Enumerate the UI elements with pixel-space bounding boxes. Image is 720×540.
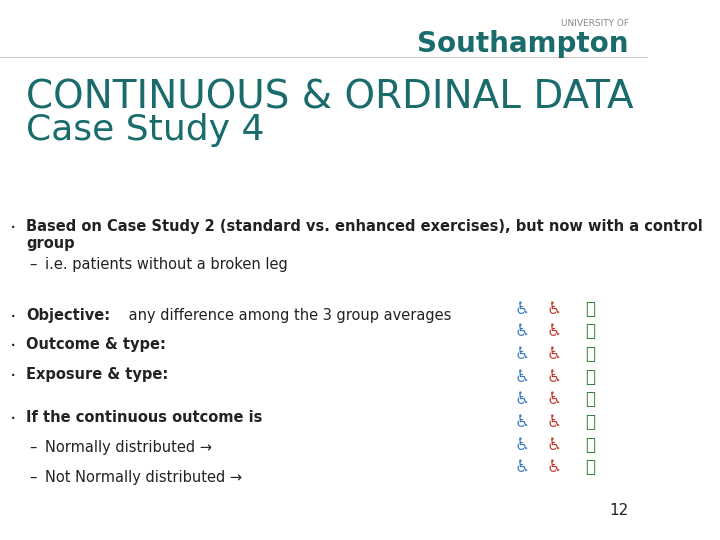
Text: 🚶: 🚶 xyxy=(585,458,595,476)
Text: Normally distributed →: Normally distributed → xyxy=(45,440,212,455)
Text: Case Study 4: Case Study 4 xyxy=(26,113,264,147)
Text: ♿: ♿ xyxy=(514,368,529,386)
Text: Exposure & type:: Exposure & type: xyxy=(26,367,168,382)
Text: 🚶: 🚶 xyxy=(585,436,595,454)
Text: UNIVERSITY OF: UNIVERSITY OF xyxy=(561,19,629,28)
Text: 🚶: 🚶 xyxy=(585,322,595,340)
Text: ♿: ♿ xyxy=(546,413,562,431)
Text: ♿: ♿ xyxy=(546,368,562,386)
Text: Based on Case Study 2 (standard vs. enhanced exercises), but now with a control : Based on Case Study 2 (standard vs. enha… xyxy=(26,219,703,251)
Text: ♿: ♿ xyxy=(514,390,529,408)
Text: 🚶: 🚶 xyxy=(585,300,595,318)
Text: ♿: ♿ xyxy=(546,345,562,363)
Text: 🚶: 🚶 xyxy=(585,345,595,363)
Text: –: – xyxy=(30,256,37,272)
Text: Outcome & type:: Outcome & type: xyxy=(26,338,166,353)
Text: ♿: ♿ xyxy=(514,458,529,476)
Text: i.e. patients without a broken leg: i.e. patients without a broken leg xyxy=(45,256,288,272)
Text: –: – xyxy=(30,470,37,485)
Text: ·: · xyxy=(10,338,16,356)
Text: ♿: ♿ xyxy=(546,436,562,454)
Text: ♿: ♿ xyxy=(514,436,529,454)
Text: ·: · xyxy=(10,410,16,429)
Text: ♿: ♿ xyxy=(546,322,562,340)
Text: ♿: ♿ xyxy=(514,300,529,318)
Text: CONTINUOUS & ORDINAL DATA: CONTINUOUS & ORDINAL DATA xyxy=(26,78,634,116)
Text: 🚶: 🚶 xyxy=(585,413,595,431)
Text: ♿: ♿ xyxy=(514,413,529,431)
Text: ·: · xyxy=(10,219,16,238)
Text: any difference among the 3 group averages: any difference among the 3 group average… xyxy=(124,308,451,323)
Text: Not Normally distributed →: Not Normally distributed → xyxy=(45,470,243,485)
Text: 🚶: 🚶 xyxy=(585,390,595,408)
Text: ♿: ♿ xyxy=(514,322,529,340)
Text: Objective:: Objective: xyxy=(26,308,110,323)
Text: If the continuous outcome is: If the continuous outcome is xyxy=(26,410,262,426)
Text: ♿: ♿ xyxy=(546,458,562,476)
Text: ·: · xyxy=(10,308,16,327)
Text: ·: · xyxy=(10,367,16,386)
Text: 🚶: 🚶 xyxy=(585,368,595,386)
Text: 12: 12 xyxy=(609,503,629,518)
Text: Southampton: Southampton xyxy=(417,30,629,58)
Text: Objective:: Objective: xyxy=(26,308,110,323)
Text: ♿: ♿ xyxy=(514,345,529,363)
Text: ♿: ♿ xyxy=(546,300,562,318)
Text: ♿: ♿ xyxy=(546,390,562,408)
Text: –: – xyxy=(30,440,37,455)
